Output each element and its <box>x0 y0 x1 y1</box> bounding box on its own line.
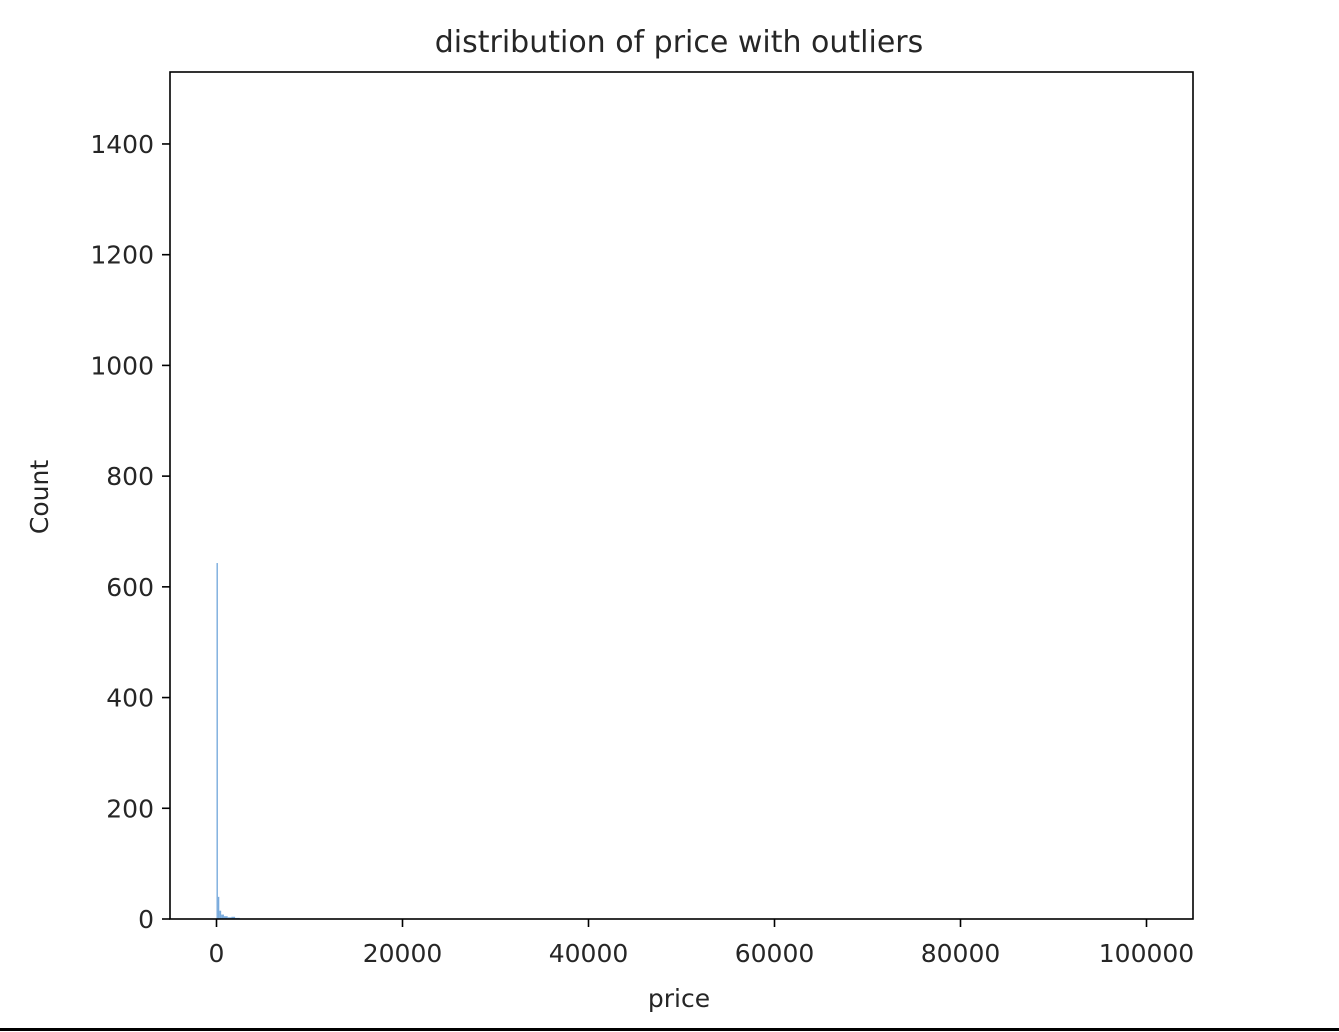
x-tick-label: 20000 <box>363 939 443 968</box>
y-tick-label: 1400 <box>90 130 154 159</box>
x-tick-label: 80000 <box>921 939 1001 968</box>
x-tick-label: 60000 <box>735 939 815 968</box>
y-tick-label: 0 <box>138 905 154 934</box>
y-tick-label: 800 <box>106 462 154 491</box>
histogram-bar-3 <box>221 914 224 919</box>
histogram-bars <box>216 563 240 919</box>
x-tick-label: 0 <box>209 939 225 968</box>
y-axis-ticks: 0 200 400 600 800 1000 1200 1400 <box>90 130 170 934</box>
plot-frame <box>169 71 1194 920</box>
chart-title: distribution of price with outliers <box>435 25 924 60</box>
histogram-bar-4 <box>223 916 228 919</box>
x-axis-ticks: 0 20000 40000 60000 80000 100000 <box>209 919 1194 968</box>
histogram-bar-6 <box>231 916 236 919</box>
y-tick-label: 200 <box>106 794 154 823</box>
y-tick-label: 400 <box>106 684 154 713</box>
x-tick-label: 100000 <box>1099 939 1194 968</box>
y-tick-label: 1000 <box>90 351 154 380</box>
bottom-rule <box>0 1028 1339 1031</box>
x-axis-label: price <box>648 984 710 1013</box>
histogram-bar-0 <box>216 563 218 919</box>
x-tick-label: 40000 <box>549 939 629 968</box>
histogram-bar-1 <box>217 896 220 919</box>
y-axis-label: Count <box>25 460 54 534</box>
y-tick-label: 1200 <box>90 241 154 270</box>
histogram-bar-2 <box>219 910 222 919</box>
y-tick-label: 600 <box>106 573 154 602</box>
histogram-bar-5 <box>227 917 232 919</box>
